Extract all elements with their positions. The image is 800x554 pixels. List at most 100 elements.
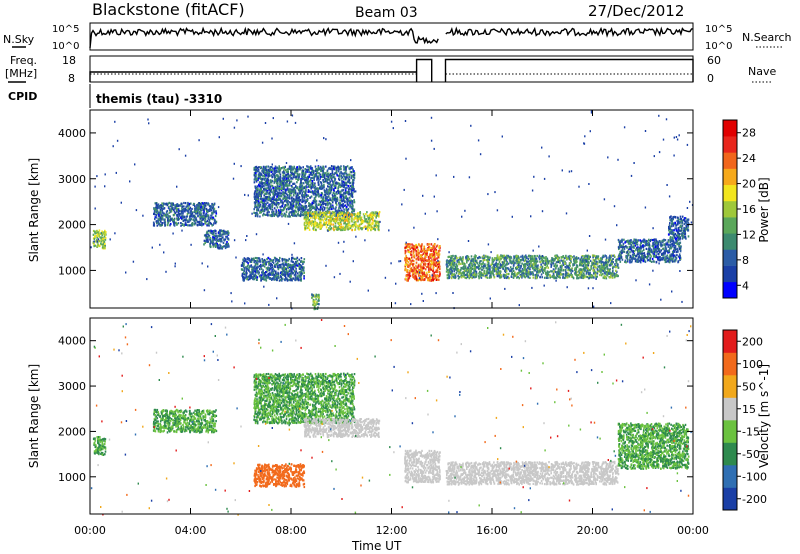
echo-cell <box>210 222 212 225</box>
echo-cell <box>254 212 256 215</box>
echo-cell <box>279 206 281 209</box>
echo-cell <box>283 214 285 217</box>
echo-cell <box>211 218 214 221</box>
echo-cell <box>250 273 253 276</box>
echo-cell <box>212 245 215 248</box>
echo-cell <box>288 265 291 269</box>
echo-cell <box>171 217 173 220</box>
echo-cell <box>299 263 302 266</box>
echo-cell <box>296 264 298 267</box>
echo-cell <box>289 275 291 279</box>
echo-cell <box>248 275 250 278</box>
freq-series-line <box>89 58 694 82</box>
echo-cell <box>190 215 192 218</box>
echo-cell <box>343 178 345 181</box>
echo-cell <box>210 240 212 244</box>
echo-cell <box>378 211 381 214</box>
echo-cell <box>220 234 222 238</box>
echo-cell <box>248 267 250 270</box>
echo-cell <box>338 175 341 178</box>
echo-cell <box>302 269 305 272</box>
echo-cell <box>420 245 422 248</box>
echo-cell <box>320 195 323 198</box>
echo-cell <box>294 206 297 209</box>
echo-cell <box>355 223 357 226</box>
echo-cell <box>207 222 209 225</box>
echo-cell <box>216 236 219 239</box>
echo-cell <box>284 165 286 168</box>
echo-cell <box>308 190 310 193</box>
echo-cell <box>180 217 183 220</box>
echo-cell <box>334 186 337 189</box>
echo-cell <box>315 168 317 171</box>
echo-cell <box>274 189 276 192</box>
echo-cell <box>160 207 163 210</box>
echo-cell <box>204 240 207 243</box>
echo-cell <box>181 215 184 218</box>
echo-cell <box>263 278 265 281</box>
echo-cell <box>202 223 205 226</box>
echo-cell <box>342 197 345 200</box>
echo-cell <box>268 260 270 263</box>
echo-cell <box>333 180 335 183</box>
echo-cell <box>221 240 223 243</box>
echo-cell <box>283 268 285 271</box>
echo-cell <box>287 270 289 273</box>
echo-cell <box>177 213 180 216</box>
echo-cell <box>291 185 293 188</box>
echo-cell <box>256 278 258 281</box>
echo-cell <box>279 169 282 172</box>
echo-cell <box>295 175 298 178</box>
echo-cell <box>332 175 334 179</box>
echo-cell <box>205 213 207 216</box>
echo-cell <box>287 175 289 178</box>
echo-cell <box>342 217 345 220</box>
echo-cell <box>301 269 304 272</box>
echo-cell <box>247 275 249 278</box>
echo-cell <box>337 182 339 185</box>
echo-cell <box>343 172 346 175</box>
echo-cell <box>346 187 348 190</box>
echo-cell <box>256 200 258 203</box>
echo-cell <box>320 183 323 186</box>
echo-cell <box>303 258 306 261</box>
echo-cell <box>310 191 313 194</box>
echo-cell <box>199 220 201 223</box>
echo-cell <box>263 265 266 268</box>
echo-cell <box>155 202 158 205</box>
echo-cell <box>296 186 298 190</box>
echo-cell <box>305 181 307 184</box>
echo-cell <box>288 270 291 273</box>
echo-cell <box>423 260 425 263</box>
echo-cell <box>182 212 184 215</box>
echo-cell <box>279 183 281 186</box>
echo-cell <box>437 263 440 266</box>
echo-cell <box>95 231 97 234</box>
echo-cell <box>352 209 355 212</box>
echo-cell <box>298 185 301 188</box>
echo-cell <box>164 218 166 221</box>
echo-cell <box>271 184 274 187</box>
echo-cell <box>174 207 176 210</box>
echo-cell <box>292 263 295 267</box>
echo-cell <box>279 278 282 282</box>
echo-cell <box>272 175 274 178</box>
echo-cell <box>337 165 340 168</box>
echo-cell <box>252 268 254 271</box>
echo-cell <box>345 212 348 215</box>
echo-cell <box>330 204 332 207</box>
echo-cell <box>303 190 305 193</box>
echo-cell <box>287 200 289 203</box>
echo-cell <box>338 218 341 222</box>
echo-cell <box>278 279 281 282</box>
echo-cell <box>212 231 214 234</box>
echo-cell <box>408 251 411 254</box>
echo-cell <box>253 258 255 261</box>
echo-cell <box>361 227 363 230</box>
echo-cell <box>195 206 197 209</box>
echo-cell <box>253 260 255 263</box>
echo-cell <box>263 171 266 174</box>
echo-cell <box>428 257 430 260</box>
echo-cell <box>353 201 356 204</box>
echo-cell <box>346 202 349 205</box>
